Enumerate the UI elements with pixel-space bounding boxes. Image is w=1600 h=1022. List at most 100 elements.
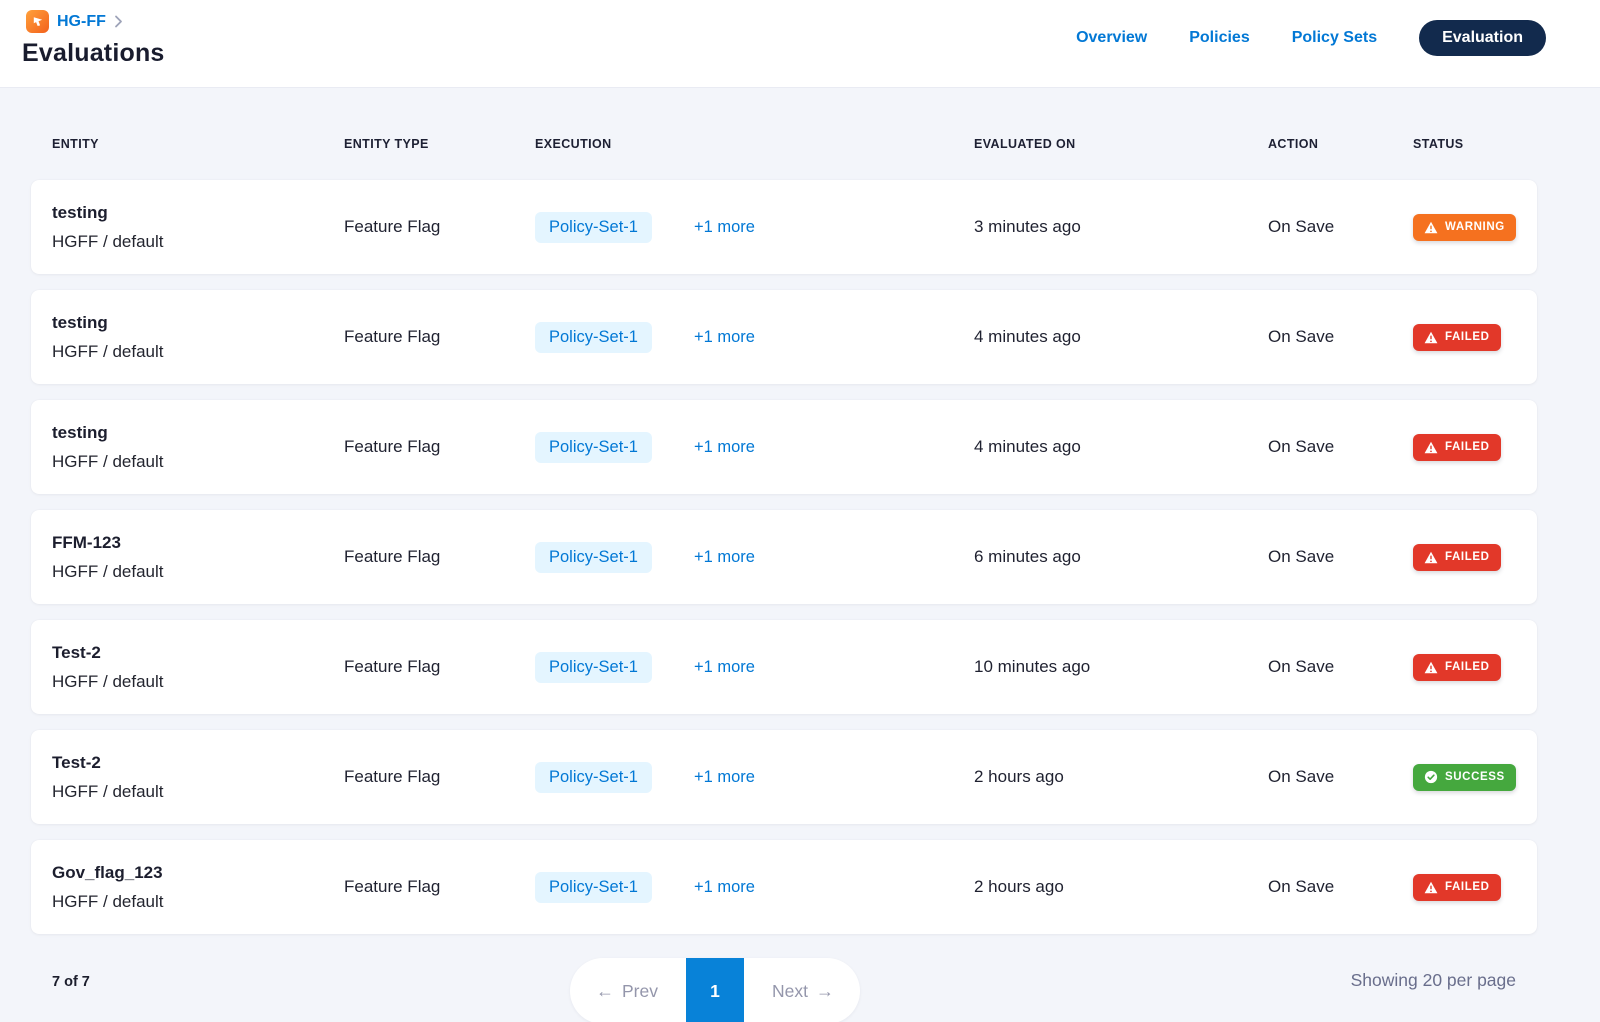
column-header-execution: EXECUTION bbox=[535, 137, 612, 151]
action: On Save bbox=[1268, 767, 1335, 786]
table-row[interactable]: FFM-123 HGFF / default Feature Flag Poli… bbox=[31, 510, 1537, 604]
warning-icon bbox=[1424, 221, 1438, 233]
evaluations-table: ENTITY ENTITY TYPE EXECUTION EVALUATED O… bbox=[0, 132, 1600, 934]
page-number-button[interactable]: 1 bbox=[686, 958, 744, 1022]
more-policies-link[interactable]: +1 more bbox=[693, 437, 755, 456]
nav-tab-evaluation-active[interactable]: Evaluation bbox=[1419, 20, 1546, 56]
header-nav: Overview Policies Policy Sets Evaluation bbox=[1076, 20, 1546, 56]
table-footer: 7 of 7 ← Prev 1 Next → Showing 20 per pa… bbox=[0, 944, 1600, 1022]
action: On Save bbox=[1268, 657, 1335, 676]
chevron-right-icon bbox=[114, 15, 123, 28]
table-row[interactable]: testing HGFF / default Feature Flag Poli… bbox=[31, 290, 1537, 384]
status-badge: FAILED bbox=[1413, 653, 1501, 681]
column-header-evaluated-on: EVALUATED ON bbox=[974, 137, 1076, 151]
per-page-label: Showing 20 per page bbox=[1350, 970, 1516, 990]
more-policies-link[interactable]: +1 more bbox=[693, 547, 755, 566]
policy-set-chip[interactable]: Policy-Set-1 bbox=[535, 321, 652, 353]
success-check-icon bbox=[1424, 770, 1438, 784]
action: On Save bbox=[1268, 327, 1335, 346]
entity-scope: HGFF / default bbox=[52, 231, 164, 251]
status-label: FAILED bbox=[1445, 441, 1490, 453]
entity-name: testing bbox=[52, 202, 108, 222]
table-row[interactable]: Test-2 HGFF / default Feature Flag Polic… bbox=[31, 620, 1537, 714]
evaluated-on: 6 minutes ago bbox=[974, 547, 1081, 566]
entity-type: Feature Flag bbox=[344, 327, 441, 346]
error-icon bbox=[1424, 441, 1438, 453]
policy-set-chip[interactable]: Policy-Set-1 bbox=[535, 871, 652, 903]
entity-scope: HGFF / default bbox=[52, 671, 164, 691]
column-header-entity-type: ENTITY TYPE bbox=[344, 137, 429, 151]
entity-scope: HGFF / default bbox=[52, 781, 164, 801]
status-label: WARNING bbox=[1445, 221, 1505, 233]
error-icon bbox=[1424, 881, 1438, 893]
flag-icon bbox=[33, 16, 42, 26]
evaluated-on: 2 hours ago bbox=[974, 877, 1064, 896]
table-row[interactable]: testing HGFF / default Feature Flag Poli… bbox=[31, 180, 1537, 274]
policy-set-chip[interactable]: Policy-Set-1 bbox=[535, 211, 652, 243]
entity-scope: HGFF / default bbox=[52, 451, 164, 471]
entity-name: Gov_flag_123 bbox=[52, 862, 163, 882]
entity-type: Feature Flag bbox=[344, 217, 441, 236]
result-count: 7 of 7 bbox=[52, 974, 90, 990]
action: On Save bbox=[1268, 877, 1335, 896]
error-icon bbox=[1424, 551, 1438, 563]
evaluated-on: 10 minutes ago bbox=[974, 657, 1091, 676]
entity-name: FFM-123 bbox=[52, 532, 121, 552]
more-policies-link[interactable]: +1 more bbox=[693, 657, 755, 676]
status-label: FAILED bbox=[1445, 881, 1490, 893]
evaluated-on: 4 minutes ago bbox=[974, 437, 1081, 456]
table-row[interactable]: Gov_flag_123 HGFF / default Feature Flag… bbox=[31, 840, 1537, 934]
more-policies-link[interactable]: +1 more bbox=[693, 767, 755, 786]
evaluated-on: 2 hours ago bbox=[974, 767, 1064, 786]
breadcrumb: HG-FF bbox=[22, 10, 1578, 33]
status-label: FAILED bbox=[1445, 331, 1490, 343]
column-header-action: ACTION bbox=[1268, 137, 1319, 151]
more-policies-link[interactable]: +1 more bbox=[693, 327, 755, 346]
table-header-row: ENTITY ENTITY TYPE EXECUTION EVALUATED O… bbox=[31, 132, 1537, 156]
status-badge: FAILED bbox=[1413, 323, 1501, 351]
policy-set-chip[interactable]: Policy-Set-1 bbox=[535, 651, 652, 683]
status-label: SUCCESS bbox=[1445, 771, 1505, 783]
status-label: FAILED bbox=[1445, 551, 1490, 563]
entity-name: Test-2 bbox=[52, 642, 101, 662]
entity-type: Feature Flag bbox=[344, 437, 441, 456]
error-icon bbox=[1424, 661, 1438, 673]
prev-page-button[interactable]: ← Prev bbox=[570, 958, 684, 1022]
nav-link-overview[interactable]: Overview bbox=[1076, 29, 1148, 46]
arrow-left-icon: ← bbox=[596, 981, 614, 1001]
more-policies-link[interactable]: +1 more bbox=[693, 217, 755, 236]
prev-label: Prev bbox=[622, 980, 658, 1001]
more-policies-link[interactable]: +1 more bbox=[693, 877, 755, 896]
arrow-right-icon: → bbox=[816, 981, 834, 1001]
table-row[interactable]: Test-2 HGFF / default Feature Flag Polic… bbox=[31, 730, 1537, 824]
entity-scope: HGFF / default bbox=[52, 561, 164, 581]
breadcrumb-project-link[interactable]: HG-FF bbox=[57, 12, 106, 30]
entity-name: testing bbox=[52, 422, 108, 442]
status-label: FAILED bbox=[1445, 661, 1490, 673]
pagination: ← Prev 1 Next → bbox=[570, 958, 860, 1022]
entity-type: Feature Flag bbox=[344, 877, 441, 896]
evaluated-on: 4 minutes ago bbox=[974, 327, 1081, 346]
policy-set-chip[interactable]: Policy-Set-1 bbox=[535, 431, 652, 463]
next-page-button[interactable]: Next → bbox=[746, 958, 860, 1022]
nav-link-policy-sets[interactable]: Policy Sets bbox=[1291, 29, 1378, 46]
entity-type: Feature Flag bbox=[344, 547, 441, 566]
feature-flag-project-icon bbox=[26, 10, 49, 33]
entity-type: Feature Flag bbox=[344, 767, 441, 786]
entity-name: Test-2 bbox=[52, 752, 101, 772]
error-icon bbox=[1424, 331, 1438, 343]
status-badge: FAILED bbox=[1413, 433, 1501, 461]
nav-link-policies[interactable]: Policies bbox=[1189, 29, 1250, 46]
table-row[interactable]: testing HGFF / default Feature Flag Poli… bbox=[31, 400, 1537, 494]
policy-set-chip[interactable]: Policy-Set-1 bbox=[535, 761, 652, 793]
status-badge: FAILED bbox=[1413, 543, 1501, 571]
next-label: Next bbox=[772, 980, 808, 1001]
entity-name: testing bbox=[52, 312, 108, 332]
action: On Save bbox=[1268, 437, 1335, 456]
action: On Save bbox=[1268, 547, 1335, 566]
column-header-entity: ENTITY bbox=[52, 137, 99, 151]
policy-set-chip[interactable]: Policy-Set-1 bbox=[535, 541, 652, 573]
status-badge: WARNING bbox=[1413, 213, 1516, 241]
entity-scope: HGFF / default bbox=[52, 341, 164, 361]
entity-scope: HGFF / default bbox=[52, 891, 164, 911]
